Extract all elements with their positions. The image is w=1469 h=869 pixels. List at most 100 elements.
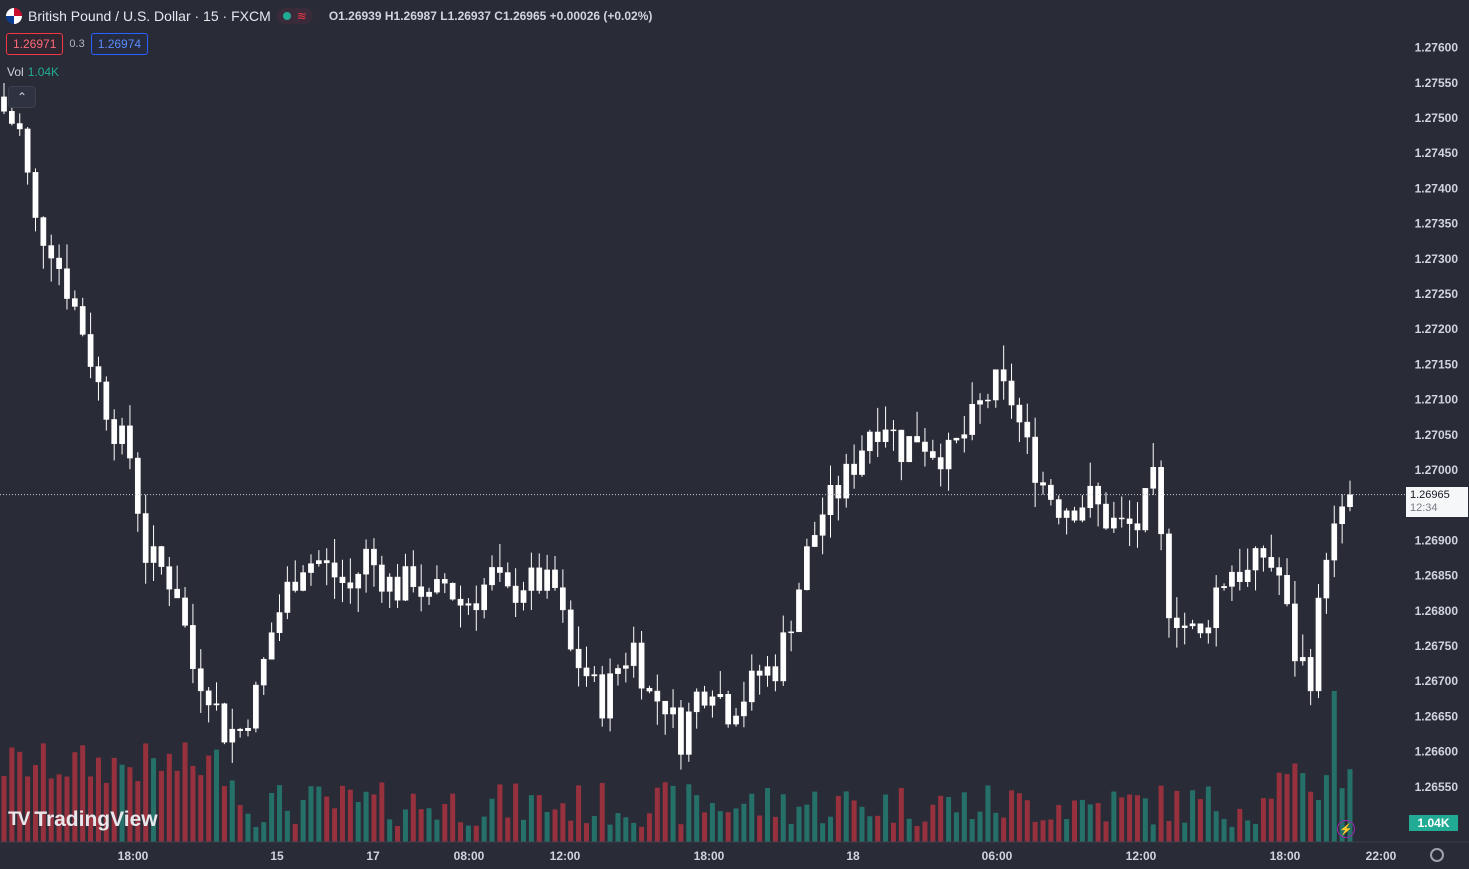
candle-body [1339, 506, 1345, 525]
tradingview-logo[interactable]: TV TradingView [8, 808, 158, 832]
volume-bar [733, 808, 739, 842]
candle-body [441, 579, 448, 584]
lightning-icon[interactable]: ⚡ [1337, 820, 1355, 838]
collapse-legend-button[interactable]: ⌃ [8, 86, 36, 108]
candle-body [733, 715, 739, 725]
time-axis-tick: 08:00 [454, 849, 485, 863]
candle-body [32, 172, 39, 218]
candle-body [449, 582, 456, 600]
volume-bar [363, 791, 369, 842]
symbol-title[interactable]: British Pound / U.S. Dollar · 15 · FXCM [28, 8, 271, 24]
candle-body [560, 587, 566, 611]
volume-bars [1, 690, 1353, 842]
candle-body [237, 728, 243, 731]
volume-bar [969, 819, 975, 842]
spread-value: 0.3 [69, 38, 85, 50]
volume-bar [686, 784, 692, 842]
volume-bar [276, 785, 282, 842]
price-axis[interactable]: 1.27600 1.27550 1.27500 1.27450 1.27400 1.273… [1415, 41, 1459, 794]
candle-body [1292, 603, 1298, 662]
volume-bar [1009, 790, 1015, 842]
candle-body [693, 691, 700, 713]
volume-bar [371, 794, 377, 842]
volume-bar [237, 805, 243, 842]
candle-body [1197, 623, 1204, 634]
candle-body [1260, 548, 1267, 558]
volume-bar [694, 795, 700, 842]
volume-bar [906, 818, 912, 842]
candle-body [213, 703, 220, 706]
volume-bar [623, 817, 629, 842]
candle-body [1252, 548, 1259, 571]
candle-body [1189, 623, 1196, 627]
candle-body [71, 298, 78, 307]
candle-body [977, 400, 983, 405]
price-candles [1, 83, 1353, 770]
candle-body [292, 581, 299, 591]
time-axis-tick: 17 [366, 849, 380, 863]
candle-body [119, 425, 125, 444]
candle-body [1142, 488, 1149, 531]
volume-bar [1, 776, 7, 842]
candle-body [890, 429, 897, 432]
candle-body [174, 588, 181, 599]
candle-body [638, 642, 645, 689]
volume-bar [221, 786, 227, 842]
candle-body [1118, 517, 1125, 520]
candle-body [481, 584, 488, 611]
candle-body [355, 573, 362, 589]
volume-bar [1268, 798, 1274, 842]
market-status-pill[interactable]: ≋ [276, 8, 313, 24]
candle-body [394, 576, 401, 601]
candle-body [764, 666, 771, 676]
price-axis-tick: 1.27450 [1415, 146, 1459, 160]
candle-body [221, 703, 228, 743]
candle-body [851, 463, 857, 475]
volume-bar [576, 785, 582, 842]
volume-legend[interactable]: Vol 1.04K [7, 65, 59, 79]
time-axis[interactable]: 18:00 15 17 08:00 12:00 18:00 18 06:00 12:00 18:0… [118, 849, 1397, 863]
volume-bar [812, 791, 818, 842]
volume-bar [890, 822, 896, 842]
volume-bar [158, 770, 164, 842]
candle-body [9, 111, 15, 124]
volume-bar [434, 819, 440, 842]
price-axis-tick: 1.26850 [1415, 569, 1459, 583]
volume-bar [599, 783, 605, 842]
candle-body [158, 546, 165, 567]
candle-body [717, 694, 724, 698]
volume-bar [938, 795, 944, 842]
volume-bar [410, 793, 416, 842]
candle-body [1307, 657, 1314, 692]
buy-price-button[interactable]: 1.26974 [90, 33, 149, 55]
volume-bar [552, 809, 558, 842]
settings-gear-icon[interactable] [1430, 848, 1444, 862]
candle-body [253, 684, 259, 729]
volume-bar [174, 770, 180, 842]
volume-bar [741, 803, 747, 842]
candle-body [1111, 517, 1117, 529]
candle-body [1055, 499, 1062, 518]
volume-bar [820, 823, 826, 842]
market-open-dot-icon [282, 12, 291, 20]
price-axis-tick: 1.27100 [1415, 393, 1459, 407]
volume-bar [859, 806, 865, 842]
volume-bar [544, 811, 550, 842]
candle-body [780, 632, 787, 682]
candle-body [929, 451, 936, 458]
candle-body [1063, 510, 1070, 518]
volume-bar [497, 784, 503, 842]
volume-bar [961, 792, 967, 842]
volume-bar [458, 822, 464, 842]
volume-bar [678, 824, 684, 842]
sell-price-button[interactable]: 1.26971 [6, 33, 64, 55]
volume-bar [835, 795, 841, 842]
volume-bar [796, 806, 802, 842]
candle-body [914, 436, 920, 443]
candle-body [276, 612, 283, 633]
volume-bar [662, 782, 668, 842]
volume-bar [513, 783, 519, 842]
candle-body [308, 563, 314, 573]
candle-body [1158, 467, 1164, 535]
